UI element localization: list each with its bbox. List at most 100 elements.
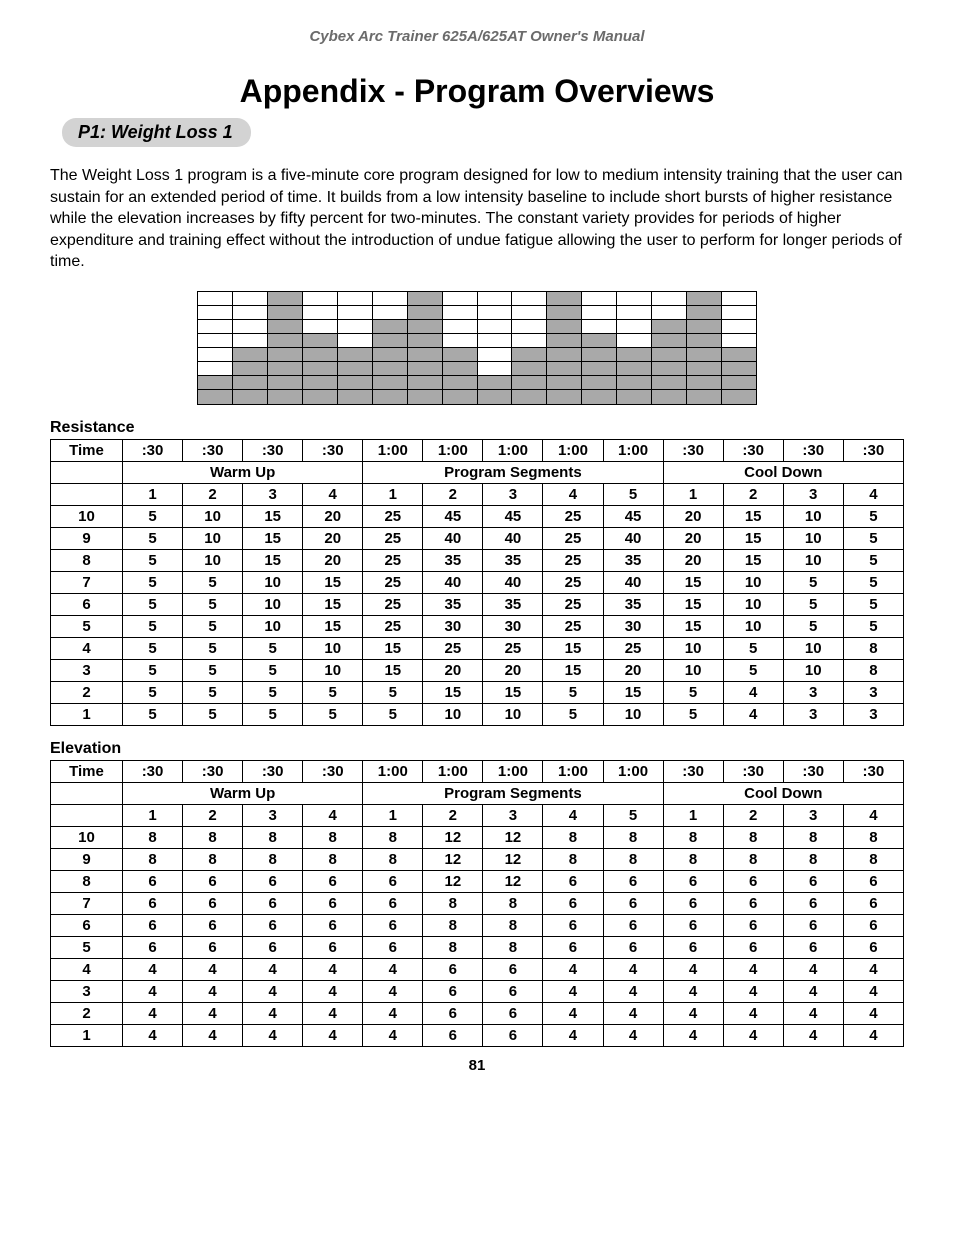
- diagram-cell: [547, 334, 582, 347]
- value-cell: 6: [123, 870, 183, 892]
- table-row: 55510152530302530151055: [51, 615, 904, 637]
- value-cell: 4: [783, 980, 843, 1002]
- diagram-cell: [652, 362, 687, 375]
- diagram-cell: [617, 362, 652, 375]
- diagram-cell: [722, 362, 756, 375]
- value-cell: 15: [723, 505, 783, 527]
- value-cell: 8: [243, 848, 303, 870]
- value-cell: 10: [663, 637, 723, 659]
- value-cell: 6: [363, 870, 423, 892]
- phase-cooldown: Cool Down: [663, 782, 903, 804]
- value-cell: 6: [663, 870, 723, 892]
- diagram-cell: [512, 348, 547, 361]
- segment-num: 4: [303, 483, 363, 505]
- diagram-cell: [652, 306, 687, 319]
- diagram-cell: [233, 362, 268, 375]
- table-row: 8666661212666666: [51, 870, 904, 892]
- level-cell: 2: [51, 681, 123, 703]
- value-cell: 40: [603, 527, 663, 549]
- value-cell: 8: [483, 936, 543, 958]
- diagram-cell: [268, 292, 303, 305]
- value-cell: 8: [183, 826, 243, 848]
- diagram-cell: [722, 320, 756, 333]
- diagram-cell: [687, 390, 722, 404]
- value-cell: 8: [483, 914, 543, 936]
- value-cell: 4: [663, 1002, 723, 1024]
- value-cell: 4: [843, 980, 903, 1002]
- value-cell: 4: [183, 980, 243, 1002]
- document-header: Cybex Arc Trainer 625A/625AT Owner's Man…: [50, 28, 904, 45]
- value-cell: 35: [603, 549, 663, 571]
- value-cell: 10: [243, 571, 303, 593]
- value-cell: 4: [123, 1024, 183, 1046]
- value-cell: 8: [423, 936, 483, 958]
- diagram-row: [198, 362, 756, 376]
- value-cell: 8: [603, 848, 663, 870]
- value-cell: 10: [783, 637, 843, 659]
- diagram-cell: [303, 292, 338, 305]
- level-cell: 7: [51, 892, 123, 914]
- value-cell: 6: [843, 892, 903, 914]
- value-cell: 5: [123, 549, 183, 571]
- table-row: 24444466444444: [51, 1002, 904, 1024]
- value-cell: 25: [363, 593, 423, 615]
- value-cell: 4: [543, 1024, 603, 1046]
- level-cell: 8: [51, 549, 123, 571]
- value-cell: 5: [723, 659, 783, 681]
- value-cell: 20: [663, 505, 723, 527]
- diagram-row: [198, 376, 756, 390]
- time-cell: :30: [783, 439, 843, 461]
- segment-num: 2: [423, 483, 483, 505]
- diagram-cell: [373, 320, 408, 333]
- diagram-cell: [233, 292, 268, 305]
- value-cell: 10: [783, 527, 843, 549]
- value-cell: 6: [423, 1002, 483, 1024]
- value-cell: 15: [243, 527, 303, 549]
- diagram-cell: [408, 320, 443, 333]
- value-cell: 5: [663, 681, 723, 703]
- diagram-cell: [408, 292, 443, 305]
- value-cell: 15: [363, 637, 423, 659]
- value-cell: 6: [843, 936, 903, 958]
- diagram-cell: [303, 376, 338, 389]
- value-cell: 4: [123, 958, 183, 980]
- segment-num: 3: [243, 483, 303, 505]
- diagram-cell: [582, 292, 617, 305]
- value-cell: 8: [843, 637, 903, 659]
- diagram-cell: [547, 362, 582, 375]
- time-cell: 1:00: [363, 439, 423, 461]
- level-cell: 6: [51, 914, 123, 936]
- time-label: Time: [51, 760, 123, 782]
- diagram-cell: [582, 348, 617, 361]
- value-cell: 10: [663, 659, 723, 681]
- value-cell: 5: [363, 703, 423, 725]
- time-cell: 1:00: [603, 760, 663, 782]
- value-cell: 4: [183, 958, 243, 980]
- value-cell: 35: [423, 549, 483, 571]
- value-cell: 6: [543, 914, 603, 936]
- diagram-cell: [303, 362, 338, 375]
- level-cell: 1: [51, 703, 123, 725]
- value-cell: 6: [303, 892, 363, 914]
- value-cell: 5: [123, 637, 183, 659]
- value-cell: 10: [483, 703, 543, 725]
- table-row: 15555510105105433: [51, 703, 904, 725]
- value-cell: 4: [243, 980, 303, 1002]
- page-title: Appendix - Program Overviews: [50, 73, 904, 110]
- value-cell: 4: [303, 958, 363, 980]
- table-row: 44444466444444: [51, 958, 904, 980]
- value-cell: 8: [663, 848, 723, 870]
- value-cell: 5: [723, 637, 783, 659]
- level-cell: 10: [51, 826, 123, 848]
- diagram-cell: [198, 292, 233, 305]
- value-cell: 20: [483, 659, 543, 681]
- value-cell: 6: [183, 914, 243, 936]
- value-cell: 15: [603, 681, 663, 703]
- value-cell: 45: [603, 505, 663, 527]
- blank-cell: [51, 804, 123, 826]
- diagram-cell: [338, 348, 373, 361]
- diagram-cell: [722, 348, 756, 361]
- value-cell: 5: [243, 681, 303, 703]
- value-cell: 10: [783, 505, 843, 527]
- table-row: 76666688666666: [51, 892, 904, 914]
